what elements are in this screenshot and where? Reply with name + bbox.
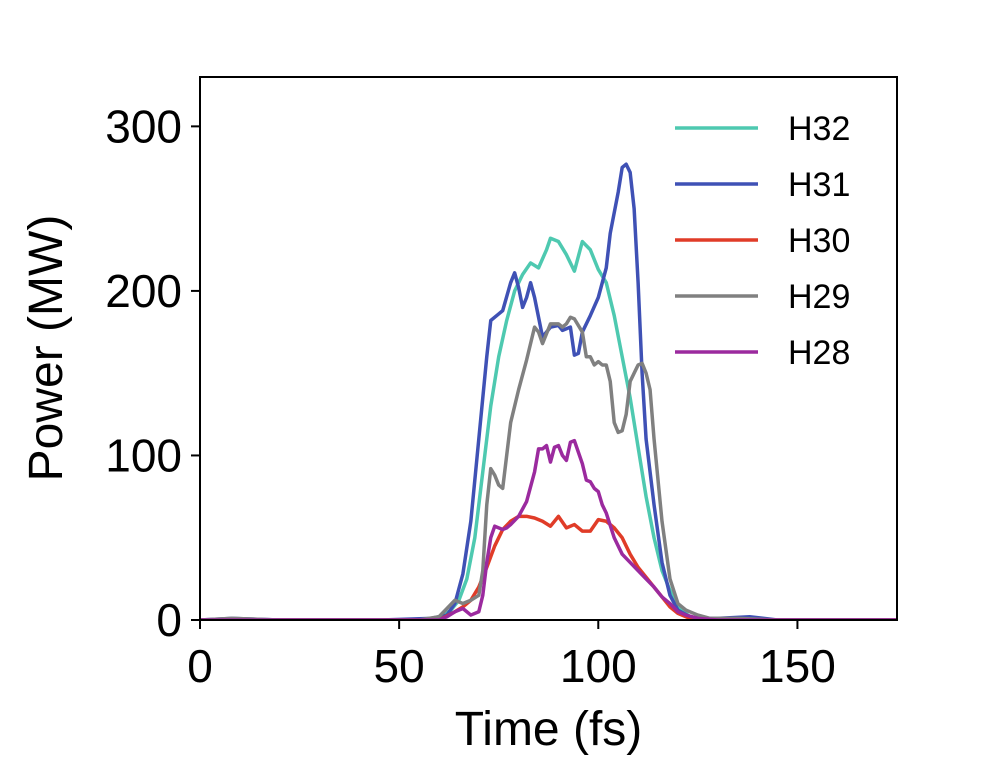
legend-label-h29: H29 — [788, 278, 850, 316]
series-line-h28 — [200, 438, 897, 620]
axes-frame — [199, 76, 898, 621]
x-tick-label: 100 — [560, 640, 637, 692]
series-line-h32 — [200, 236, 897, 620]
series-line-h31 — [200, 162, 897, 620]
ticks-layer: 0 50 100 150 0 100 200 300 — [105, 100, 836, 692]
legend-label-h32: H32 — [788, 110, 850, 148]
y-tick-label: 200 — [105, 265, 182, 317]
y-tick-label: 0 — [156, 594, 182, 646]
x-tick-label: 150 — [759, 640, 836, 692]
x-tick-label: 0 — [187, 640, 213, 692]
y-axis-title: Power (MW) — [20, 215, 73, 482]
series-layer — [200, 162, 897, 620]
series-line-h29 — [200, 315, 897, 620]
legend: H32 H31 H30 H29 H28 — [675, 110, 850, 372]
y-tick-label: 300 — [105, 100, 182, 152]
legend-label-h30: H30 — [788, 222, 850, 260]
x-axis-title: Time (fs) — [455, 703, 643, 756]
x-tick-label: 50 — [374, 640, 425, 692]
y-tick-label: 100 — [105, 429, 182, 481]
legend-label-h28: H28 — [788, 334, 850, 372]
legend-label-h31: H31 — [788, 166, 850, 204]
